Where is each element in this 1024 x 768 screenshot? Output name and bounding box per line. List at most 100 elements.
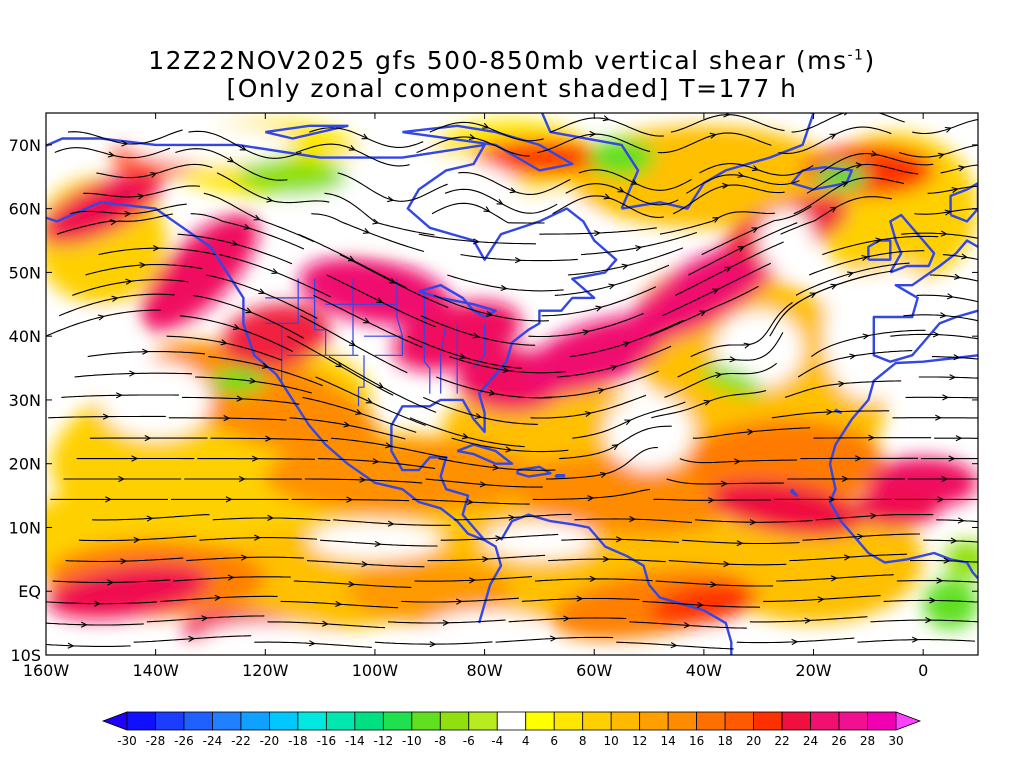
streamline-arrowhead [630,179,638,185]
streamline-arrowhead [485,310,494,318]
streamline-arrowhead [576,595,584,602]
streamline-arrowhead [261,362,270,369]
streamline [539,227,657,235]
streamline [374,641,493,645]
streamline-arrowhead [238,475,246,483]
streamline [530,394,647,419]
streamline-arrowhead [589,575,597,582]
colorbar-swatch [753,711,783,731]
streamline [438,458,556,471]
lat-label: 10N [9,518,41,537]
shear-shading-blob [46,563,210,619]
streamline-arrowhead [828,496,836,503]
colorbar-label: 30 [888,734,903,748]
lat-label: 40N [9,327,41,346]
streamline-arrowhead [589,130,597,138]
streamline-arrowhead [429,641,437,648]
streamline [133,635,252,643]
streamline [648,285,759,337]
colorbar-swatch [468,711,498,731]
map-plot-area [46,113,978,655]
lon-label: 20W [795,661,831,680]
colorbar-swatch [781,711,811,731]
streamline-arrowhead [946,293,954,300]
streamline [495,636,614,643]
streamline-arrowhead [137,193,145,200]
streamline-arrowhead [495,535,503,542]
colorbar-label: 20 [746,734,761,748]
streamline-arrowhead [830,206,838,213]
streamline [528,312,644,338]
streamline [333,519,451,526]
streamline [699,163,814,176]
lon-label: 160W [23,661,70,680]
colorbar-swatch [810,711,840,731]
colorbar-swatch [838,711,868,731]
streamline [96,163,213,179]
streamline [401,597,519,603]
colorbar-label: -22 [231,734,251,748]
streamline-arrowhead [188,635,196,642]
streamline [297,233,407,289]
streamline-arrowhead [321,620,330,627]
streamline [182,396,300,405]
streamline-arrowhead [474,412,483,420]
streamline-arrowhead [712,288,720,295]
colorbar-label: -30 [117,734,137,748]
streamline-arrowhead [376,297,384,303]
streamline-arrowhead [958,165,966,172]
streamline [295,143,410,167]
streamline-arrowhead [243,223,251,230]
streamline [550,117,664,137]
streamline-arrowhead [387,196,395,203]
streamline [61,394,179,398]
colorbar-swatch [724,711,754,731]
streamline [48,415,166,419]
streamline-arrowhead [736,540,744,547]
streamline [681,539,800,545]
shear-shading-blob [46,172,162,245]
streamline [65,557,184,563]
streamline-arrowhead [466,498,474,506]
streamline [87,351,206,358]
streamline [543,370,659,398]
streamline-arrowhead [468,577,476,584]
map-title-line2: [Only zonal component shaded] T=177 h [226,74,798,103]
streamline-arrowhead [258,288,266,295]
streamline [460,254,578,262]
streamline-arrowhead [932,331,940,338]
streamline-arrowhead [502,366,510,374]
streamline [173,576,291,582]
colorbar-swatch [354,711,384,731]
streamline [69,203,187,215]
colorbar-swatch [183,711,213,731]
streamline-arrowhead [949,374,957,381]
streamline [655,580,774,587]
streamline-arrowhead [479,481,487,488]
streamline [412,498,530,505]
colorbar-swatch [269,711,299,731]
streamline [574,518,693,524]
streamline [815,514,934,521]
streamline-arrowhead [939,312,947,319]
streamline-arrowhead [223,415,231,422]
streamline-arrowhead [670,642,678,649]
shear-shading-blob [100,361,211,439]
streamline-arrowhead [94,600,101,607]
colorbar-swatch [525,711,555,731]
shear-shading-blob [813,164,869,190]
streamline-arrowhead [459,353,467,360]
streamline-arrowhead [363,317,371,324]
streamline [418,233,536,245]
streamline-arrowhead [940,230,948,237]
streamline [918,376,978,379]
streamline [532,488,650,501]
streamline-arrowhead [696,601,704,609]
colorbar: -30 -28 -26 -24 -22 -20 -18 -16 -14 -12 -10 -8 -6 -4 4… [101,711,922,748]
state-border [423,291,431,394]
streamline-arrowhead [602,115,610,122]
colorbar-label: 8 [579,734,587,748]
streamline-arrowhead [346,496,354,503]
shear-shading-blob [484,195,595,260]
streamline-arrowhead [953,354,961,361]
